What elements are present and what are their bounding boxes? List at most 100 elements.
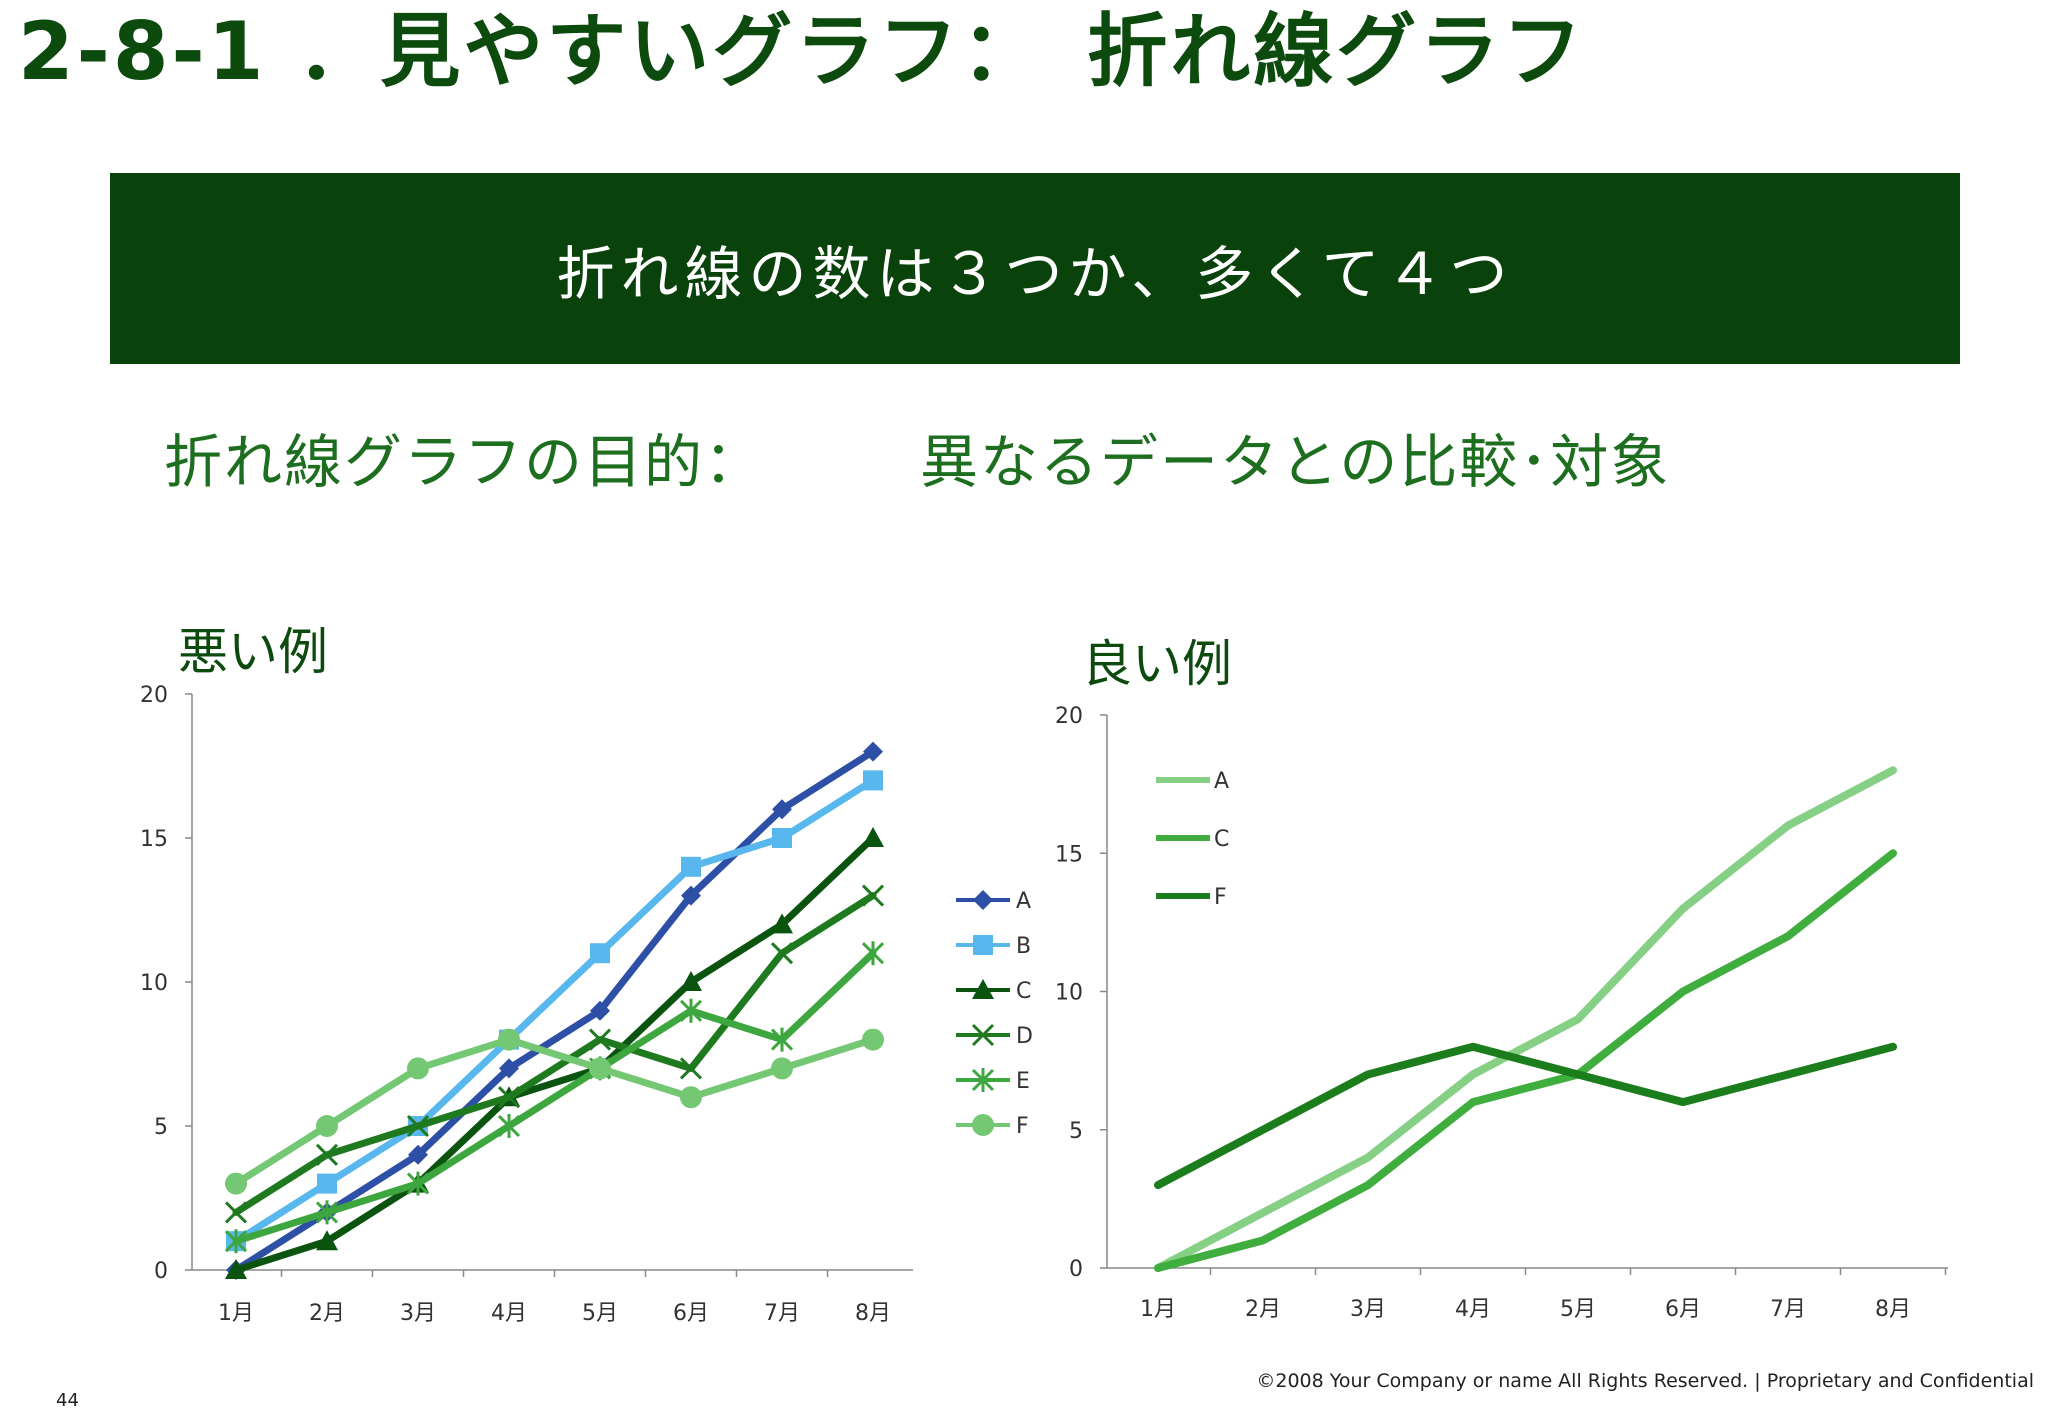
- message-banner: 折れ線の数は３つか、多くて４つ: [110, 173, 1960, 364]
- bad-y-tick-label: 10: [140, 971, 168, 996]
- bad-data-point-a: [772, 799, 792, 820]
- bad-data-point-a: [499, 1058, 519, 1079]
- bad-legend-marker-a: [973, 890, 993, 910]
- bad-data-point-c: [862, 827, 884, 847]
- bad-data-point-f: [589, 1057, 611, 1080]
- bad-series-line-f: [232, 1036, 877, 1188]
- good-y-tick-label: 20: [1055, 704, 1083, 729]
- bad-x-tick-label: 8月: [855, 1301, 891, 1326]
- bad-legend-marker-f: [972, 1114, 994, 1136]
- bad-data-point-b: [863, 770, 883, 791]
- bad-data-point-d: [679, 1057, 703, 1080]
- good-series-line-f: [1154, 1042, 1897, 1190]
- bad-data-point-d: [861, 884, 885, 907]
- bad-data-point-e: [770, 1027, 794, 1052]
- good-series-line-a: [1154, 766, 1897, 1272]
- bad-x-tick-label: 4月: [491, 1301, 527, 1326]
- bad-x-tick-label: 1月: [218, 1301, 254, 1326]
- bad-legend-label-d: D: [1016, 1024, 1033, 1049]
- bad-data-point-d: [224, 1201, 248, 1224]
- bad-series-line-a: [232, 748, 877, 1274]
- bad-data-point-f: [407, 1057, 429, 1080]
- bad-data-point-a: [408, 1144, 428, 1165]
- good-legend-label-c: C: [1214, 827, 1229, 852]
- bad-x-tick-label: 5月: [582, 1301, 618, 1326]
- good-y-tick-label: 0: [1069, 1257, 1083, 1282]
- good-x-tick-label: 7月: [1770, 1297, 1806, 1322]
- good-y-tick-label: 10: [1055, 981, 1083, 1006]
- bad-data-point-d: [497, 1086, 521, 1109]
- bad-series-line-d: [232, 892, 877, 1216]
- bad-x-tick-label: 2月: [309, 1301, 345, 1326]
- bad-data-point-c: [225, 1259, 247, 1279]
- bad-data-point-c: [771, 913, 793, 934]
- bad-data-point-d: [315, 1143, 339, 1166]
- good-y-tick-label: 15: [1055, 842, 1083, 867]
- bad-data-point-a: [590, 1000, 610, 1021]
- good-x-tick-label: 8月: [1875, 1297, 1911, 1322]
- bad-y-tick-label: 20: [140, 683, 168, 708]
- bad-x-tick-label: 3月: [400, 1301, 436, 1326]
- bad-data-point-d: [406, 1114, 430, 1138]
- bad-legend-label-c: C: [1016, 979, 1031, 1004]
- bad-example-label: 悪い例: [178, 623, 328, 681]
- bad-legend-marker-e: [971, 1068, 995, 1092]
- bad-data-point-e: [224, 1229, 248, 1254]
- bad-y-tick-label: 15: [140, 827, 168, 852]
- bad-data-point-d: [588, 1028, 612, 1051]
- bad-data-point-f: [680, 1086, 702, 1109]
- good-example-label: 良い例: [1082, 635, 1232, 693]
- good-chart-group: 0 5 10 15 20 1月 2月 3月 4月 5月 6月 7月 8月 A C F: [1055, 704, 1948, 1322]
- bad-legend-label-e: E: [1016, 1069, 1030, 1094]
- good-x-tick-label: 1月: [1140, 1297, 1176, 1322]
- bad-data-point-e: [497, 1114, 521, 1138]
- slide-title: 2-8-1 ．見やすいグラフ： 折れ線グラフ: [18, 5, 1586, 98]
- bad-data-point-f: [498, 1028, 520, 1051]
- bad-data-point-e: [861, 941, 885, 966]
- good-series-line-c: [1154, 849, 1897, 1272]
- bad-data-point-f: [316, 1115, 338, 1137]
- good-x-tick-label: 4月: [1455, 1297, 1491, 1322]
- good-legend-label-f: F: [1214, 885, 1227, 910]
- bad-data-point-c: [316, 1230, 338, 1251]
- bad-y-tick-label: 5: [154, 1115, 168, 1140]
- bad-series-line-e: [232, 949, 877, 1245]
- bad-legend-marker-c: [972, 979, 994, 999]
- bad-x-tick-label: 7月: [764, 1301, 800, 1326]
- purpose-label: 折れ線グラフの目的：: [164, 428, 765, 496]
- bad-data-point-c: [680, 971, 702, 991]
- bad-data-point-f: [862, 1028, 884, 1051]
- bad-data-point-b: [772, 828, 792, 848]
- bad-data-point-e: [315, 1200, 339, 1225]
- page-number: 44: [56, 1390, 79, 1411]
- bad-data-point-b: [590, 943, 610, 964]
- bad-data-point-f: [771, 1057, 793, 1080]
- banner-text: 折れ線の数は３つか、多くて４つ: [556, 239, 1514, 308]
- bad-data-point-e: [406, 1171, 430, 1196]
- good-y-tick-label: 5: [1069, 1119, 1083, 1144]
- bad-legend-marker-d: [971, 1023, 995, 1047]
- bad-data-point-b: [317, 1173, 337, 1194]
- bad-y-tick-label: 0: [154, 1259, 168, 1284]
- bad-legend-label-a: A: [1016, 889, 1031, 914]
- good-x-tick-label: 5月: [1560, 1297, 1596, 1322]
- bad-data-point-a: [863, 741, 883, 762]
- good-legend-label-a: A: [1214, 769, 1229, 794]
- bad-legend-marker-b: [973, 935, 993, 955]
- bad-data-point-d: [770, 942, 794, 965]
- bad-data-point-b: [681, 856, 701, 877]
- good-x-tick-label: 6月: [1665, 1297, 1701, 1322]
- bad-series-line-b: [232, 776, 877, 1245]
- bad-x-tick-label: 6月: [673, 1301, 709, 1326]
- purpose-value: 異なるデータとの比較･対象: [920, 428, 1671, 496]
- copyright-notice: ©2008 Your Company or name All Rights Re…: [1256, 1370, 2034, 1392]
- bad-data-point-f: [225, 1172, 247, 1195]
- good-x-tick-label: 3月: [1350, 1297, 1386, 1322]
- bad-data-point-e: [679, 998, 703, 1023]
- good-x-tick-label: 2月: [1245, 1297, 1281, 1322]
- bad-legend-label-b: B: [1016, 934, 1031, 959]
- bad-data-point-a: [681, 885, 701, 906]
- bad-series-line-c: [232, 834, 877, 1274]
